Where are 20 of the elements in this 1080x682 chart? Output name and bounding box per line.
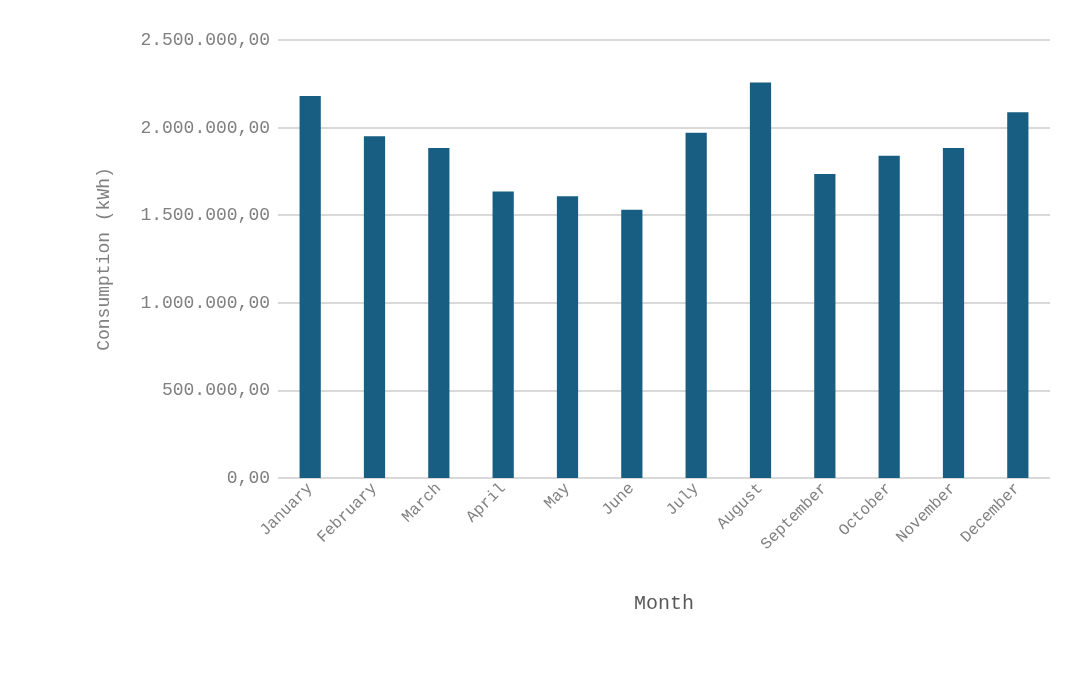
y-tick-label: 500.000,00 [161, 380, 270, 401]
bar [814, 174, 836, 478]
bar [621, 209, 643, 478]
bar [749, 82, 772, 478]
bar [299, 96, 321, 478]
x-tick-label: May [540, 479, 575, 513]
bar [556, 196, 579, 478]
bar [428, 148, 450, 478]
bar [878, 155, 900, 478]
x-axis-title: Month [633, 591, 695, 615]
bar [492, 191, 514, 478]
y-tick-label: 1.500.000,00 [140, 205, 270, 226]
y-tick-label: 2.000.000,00 [140, 117, 270, 138]
bar [685, 132, 707, 478]
y-tick-label: 1.000.000,00 [140, 292, 270, 313]
y-axis-title: Consumption (kWh) [94, 167, 114, 351]
y-tick-label: 2.500.000,00 [140, 30, 270, 50]
bar [363, 136, 386, 478]
bar [1007, 112, 1029, 478]
bar [942, 148, 965, 478]
